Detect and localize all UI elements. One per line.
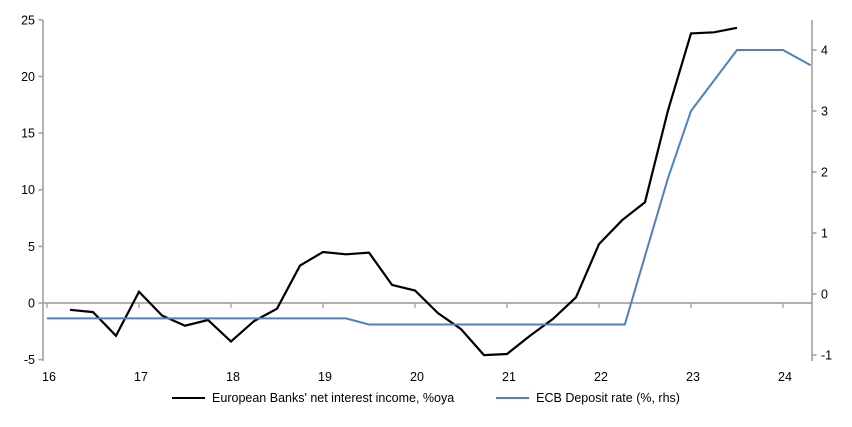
legend-item-ecb-deposit-rate: ECB Deposit rate (%, rhs) [496,391,680,405]
x-axis-tick-label: 20 [410,370,424,384]
x-axis-tick-label: 24 [778,370,792,384]
left-axis-tick-label: 5 [28,240,35,254]
legend-item-net-interest-income: European Banks' net interest income, %oy… [172,391,454,405]
net-interest-income-line [69,26,738,357]
legend-label-net-interest-income: European Banks' net interest income, %oy… [212,391,455,405]
x-axis-tick-label: 23 [686,370,700,384]
ecb-deposit-rate-line [47,49,812,326]
x-axis-tick-label: 17 [134,370,148,384]
right-axis-tick-label: -1 [821,349,832,363]
right-axis-tick-label: 1 [821,227,828,241]
axes [38,18,817,361]
right-axis-tick-label: 4 [821,44,828,58]
x-axis-tick-label: 16 [42,370,56,384]
legend-label-ecb-deposit-rate: ECB Deposit rate (%, rhs) [536,391,680,405]
black-line-sample-icon [172,397,206,399]
left-axis-tick-label: -5 [24,353,35,367]
x-axis-tick-label: 22 [594,370,608,384]
left-axis-tick-label: 25 [21,13,35,27]
blue-line-sample-icon [496,397,530,399]
x-axis-tick-label: 18 [226,370,240,384]
left-axis-tick-label: 15 [21,127,35,141]
right-axis-tick-label: 2 [821,166,828,180]
left-axis-tick-label: 10 [21,183,35,197]
right-axis-tick-label: 0 [821,288,828,302]
left-axis-tick-label: 0 [28,297,35,311]
series-lines [47,26,812,357]
left-axis-tick-label: 20 [21,70,35,84]
x-axis-tick-label: 19 [318,370,332,384]
right-axis-tick-label: 3 [821,105,828,119]
legend: European Banks' net interest income, %oy… [0,391,852,405]
x-axis-tick-label: 21 [502,370,516,384]
